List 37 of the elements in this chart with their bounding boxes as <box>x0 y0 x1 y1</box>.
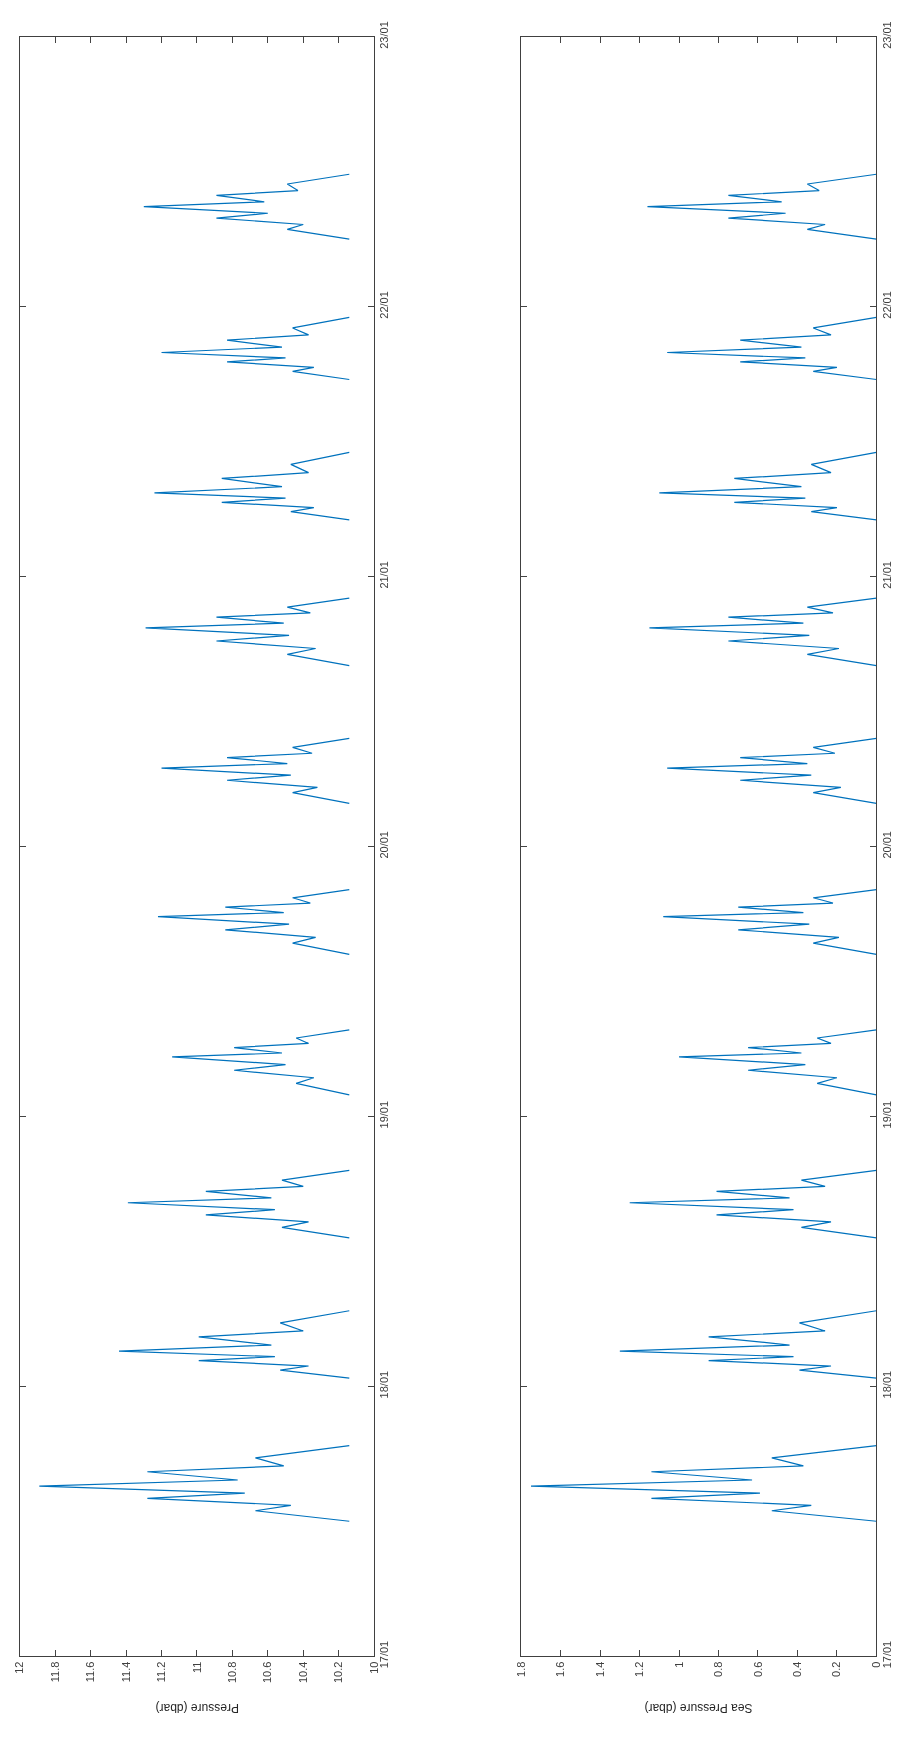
x-tick-label: 1.8 <box>514 1661 527 1677</box>
x-axis-title: Pressure (dbar) <box>155 1700 239 1715</box>
x-tick-label: 11.6 <box>84 1661 97 1683</box>
y-tick-label: 20/01 <box>378 831 391 859</box>
x-tick-label: 10.6 <box>261 1661 274 1684</box>
y-tick-label: 20/01 <box>880 831 893 859</box>
y-tick-label: 19/01 <box>378 1100 391 1129</box>
y-tick-label: 17/01 <box>378 1640 391 1669</box>
x-tick-label: 11 <box>190 1661 203 1674</box>
y-tick-label: 21/01 <box>378 561 391 589</box>
x-tick-label: 0.8 <box>712 1661 725 1677</box>
x-tick-label: 12 <box>13 1661 26 1674</box>
x-tick-label: 11.2 <box>155 1661 168 1683</box>
x-tick-label: 11.8 <box>48 1661 61 1683</box>
x-axis-title: Sea Pressure (dbar) <box>644 1700 753 1715</box>
x-tick-label: 1 <box>672 1661 685 1668</box>
x-tick-label: 0.4 <box>791 1661 804 1677</box>
y-tick-label: 17/01 <box>880 1640 893 1669</box>
y-tick-label: 19/01 <box>880 1100 893 1129</box>
x-tick-label: 10 <box>367 1661 380 1674</box>
y-tick-label: 23/01 <box>378 21 391 49</box>
y-tick-label: 22/01 <box>378 291 391 319</box>
x-tick-label: 0.6 <box>751 1661 764 1677</box>
x-tick-label: 1.6 <box>554 1661 567 1677</box>
x-tick-label: 10.4 <box>296 1661 309 1684</box>
y-tick-label: 23/01 <box>880 21 893 49</box>
x-tick-label: 10.2 <box>332 1661 345 1684</box>
x-tick-label: 10.8 <box>225 1661 238 1684</box>
y-tick-label: 18/01 <box>378 1370 391 1399</box>
y-tick-label: 21/01 <box>880 561 893 589</box>
y-tick-label: 18/01 <box>880 1370 893 1399</box>
y-tick-label: 22/01 <box>880 291 893 319</box>
x-tick-label: 1.2 <box>633 1661 646 1677</box>
x-tick-label: 0 <box>869 1661 882 1668</box>
x-tick-label: 11.4 <box>119 1661 132 1683</box>
x-tick-label: 1.4 <box>593 1661 606 1677</box>
x-tick-label: 0.2 <box>830 1661 843 1677</box>
